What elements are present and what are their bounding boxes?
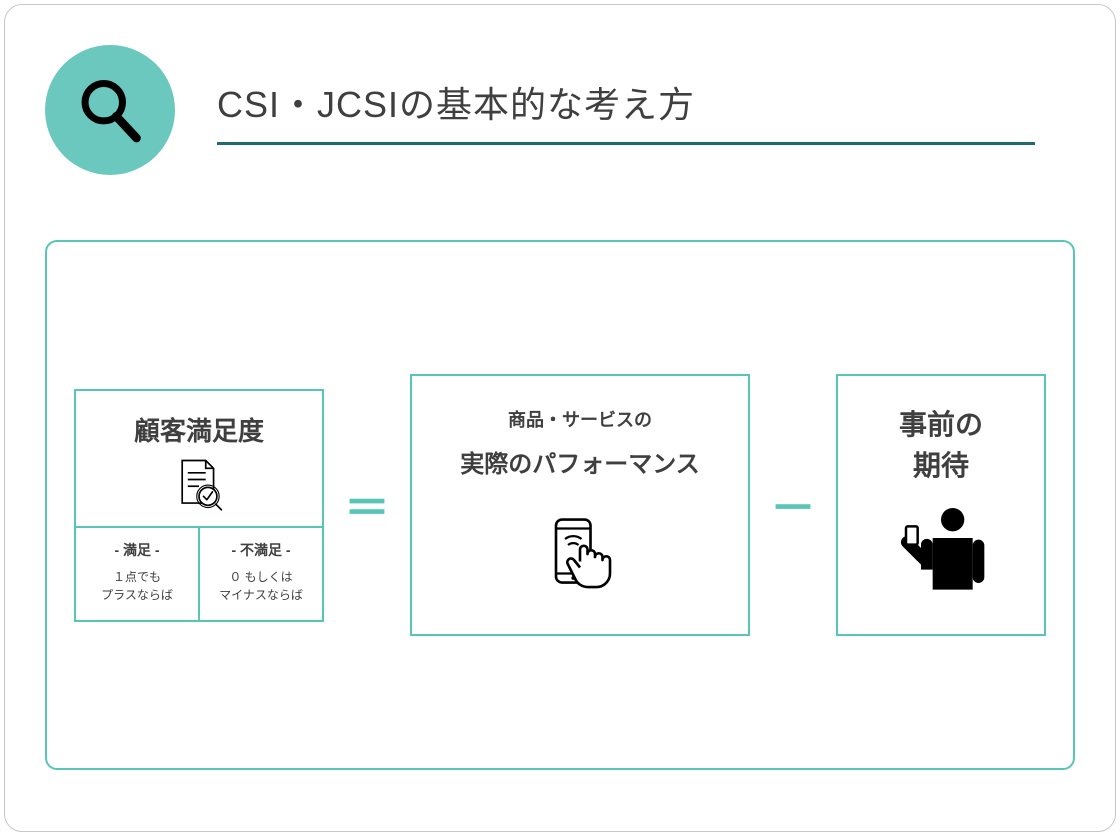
cell-satisfied: - 満足 - １点でも プラスならば — [76, 528, 200, 620]
cell-satisfied-text1: １点でも — [113, 568, 161, 586]
box-expectation: 事前の 期待 — [836, 374, 1046, 636]
cell-satisfied-text2: プラスならば — [101, 586, 173, 604]
cell-unsatisfied-text1: ０ もしくは — [229, 568, 292, 586]
document-check-icon — [171, 456, 227, 512]
cell-unsatisfied: - 不満足 - ０ もしくは マイナスならば — [200, 528, 322, 620]
page-title: CSI・JCSIの基本的な考え方 — [217, 76, 1035, 145]
box-satisfaction-top: 顧客満足度 — [76, 391, 322, 528]
box-satisfaction: 顧客満足度 - 満足 - １点でも プラスならば — [74, 389, 324, 622]
cell-unsatisfied-label: - 不満足 - — [231, 540, 290, 560]
header: CSI・JCSIの基本的な考え方 — [5, 5, 1115, 175]
header-icon-circle — [45, 45, 175, 175]
box-satisfaction-title: 顧客満足度 — [134, 411, 264, 448]
box-expectation-line1: 事前の — [899, 407, 983, 443]
box-performance-subtitle: 商品・サービスの — [508, 406, 652, 432]
smartphone-touch-icon — [535, 509, 625, 599]
box-expectation-line2: 期待 — [913, 448, 969, 484]
cell-unsatisfied-text2: マイナスならば — [219, 586, 303, 604]
title-wrap: CSI・JCSIの基本的な考え方 — [217, 76, 1035, 145]
box-performance: 商品・サービスの 実際のパフォーマンス — [410, 374, 750, 636]
slide-frame: CSI・JCSIの基本的な考え方 顧客満足度 — [4, 4, 1116, 832]
formula-frame: 顧客満足度 - 満足 - １点でも プラスならば — [45, 240, 1075, 770]
box-satisfaction-bottom: - 満足 - １点でも プラスならば - 不満足 - ０ もしくは マイナスなら… — [76, 528, 322, 620]
person-holding-phone-icon — [891, 498, 991, 598]
box-performance-title: 実際のパフォーマンス — [460, 444, 700, 479]
operator-minus: － — [764, 472, 822, 538]
operator-equals: ＝ — [338, 472, 396, 538]
cell-satisfied-label: - 満足 - — [114, 540, 159, 560]
box-expectation-icon-slot — [891, 498, 991, 603]
box-performance-icon-slot — [535, 509, 625, 604]
magnifier-icon — [71, 71, 149, 149]
